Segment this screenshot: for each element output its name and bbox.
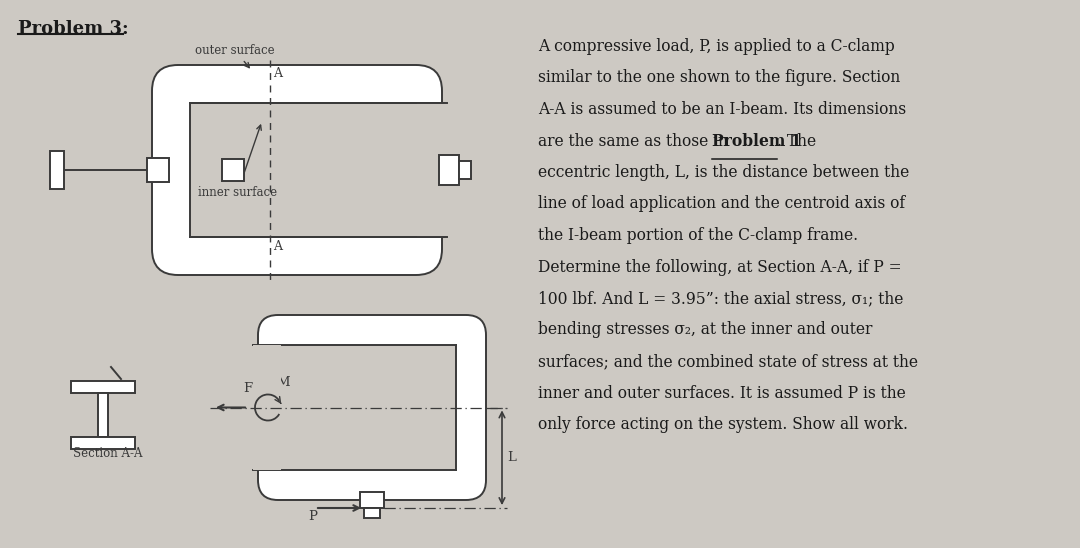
Text: A: A	[273, 240, 282, 253]
Bar	[147, 158, 168, 182]
Bar	[253, 345, 281, 470]
Bar	[98, 393, 108, 437]
Text: outer surface: outer surface	[195, 43, 274, 67]
Text: Section A-A: Section A-A	[73, 447, 143, 460]
Bar	[253, 345, 456, 470]
Text: the I-beam portion of the C-clamp frame.: the I-beam portion of the C-clamp frame.	[538, 227, 859, 244]
FancyBboxPatch shape	[258, 315, 486, 500]
Bar	[438, 155, 459, 185]
Text: F: F	[243, 383, 253, 396]
Bar	[417, 103, 453, 237]
Text: Problem 3:: Problem 3:	[18, 20, 129, 38]
FancyBboxPatch shape	[152, 65, 442, 275]
Bar	[71, 381, 135, 393]
Bar	[364, 508, 380, 518]
Text: are the same as those in: are the same as those in	[538, 133, 732, 150]
Text: surfaces; and the combined state of stress at the: surfaces; and the combined state of stre…	[538, 353, 918, 370]
Text: L: L	[507, 451, 516, 464]
Bar	[222, 159, 244, 181]
Text: bending stresses σ₂, at the inner and outer: bending stresses σ₂, at the inner and ou…	[538, 322, 873, 339]
Text: P: P	[308, 510, 318, 523]
Text: only force acting on the system. Show all work.: only force acting on the system. Show al…	[538, 416, 908, 433]
Text: eccentric length, L, is the distance between the: eccentric length, L, is the distance bet…	[538, 164, 909, 181]
Bar	[459, 161, 471, 179]
Text: inner and outer surfaces. It is assumed P is the: inner and outer surfaces. It is assumed …	[538, 385, 906, 402]
Bar	[50, 151, 64, 189]
Text: similar to the one shown to the figure. Section: similar to the one shown to the figure. …	[538, 70, 901, 87]
Bar	[190, 103, 478, 237]
Text: 100 lbf. And L = 3.95”: the axial stress, σ₁; the: 100 lbf. And L = 3.95”: the axial stress…	[538, 290, 903, 307]
Text: M: M	[276, 375, 289, 389]
Text: A: A	[273, 67, 282, 80]
Text: inner surface: inner surface	[198, 125, 278, 198]
Text: Determine the following, at Section A-A, if P =: Determine the following, at Section A-A,…	[538, 259, 902, 276]
Text: Problem 1: Problem 1	[712, 133, 801, 150]
Text: line of load application and the centroid axis of: line of load application and the centroi…	[538, 196, 905, 213]
Text: A-A is assumed to be an I-beam. Its dimensions: A-A is assumed to be an I-beam. Its dime…	[538, 101, 906, 118]
Bar	[71, 437, 135, 449]
Bar	[360, 492, 384, 508]
Text: A compressive load, P, is applied to a C-clamp: A compressive load, P, is applied to a C…	[538, 38, 894, 55]
Text: . The: . The	[778, 133, 816, 150]
